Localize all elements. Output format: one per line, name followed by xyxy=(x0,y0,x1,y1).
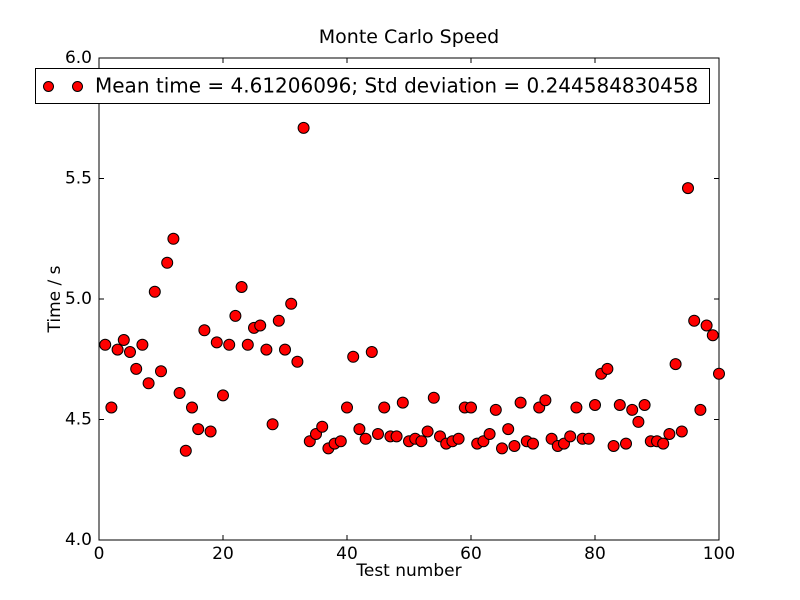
data-point xyxy=(142,377,155,390)
data-point xyxy=(217,389,229,402)
data-point xyxy=(260,343,273,356)
data-point xyxy=(347,350,360,363)
data-point xyxy=(285,297,298,310)
data-point xyxy=(186,401,198,414)
data-point xyxy=(192,423,205,436)
data-point xyxy=(210,336,223,349)
y-axis-label: Time / s xyxy=(45,265,65,333)
data-point xyxy=(341,401,353,414)
data-point xyxy=(353,423,366,436)
data-point xyxy=(316,420,329,433)
data-point xyxy=(607,440,620,452)
legend: Mean time = 4.61206096; Std deviation = … xyxy=(35,68,710,104)
data-point xyxy=(136,338,149,351)
data-point xyxy=(682,182,694,195)
data-point xyxy=(508,440,521,452)
data-point xyxy=(502,423,515,436)
data-point xyxy=(117,334,130,346)
data-point xyxy=(427,391,440,404)
x-axis-label: Test number xyxy=(356,561,462,581)
data-point xyxy=(161,256,174,269)
data-point xyxy=(235,281,248,293)
data-point xyxy=(173,387,186,399)
x-tick-label: 0 xyxy=(94,544,105,564)
data-point xyxy=(638,399,651,411)
data-point xyxy=(105,401,118,414)
data-point xyxy=(204,425,217,438)
data-point xyxy=(272,314,285,327)
data-point xyxy=(148,285,161,298)
data-point xyxy=(483,428,496,440)
data-point xyxy=(229,309,242,322)
data-point xyxy=(589,399,601,411)
data-point xyxy=(564,430,577,443)
data-point xyxy=(713,367,725,380)
data-point xyxy=(613,399,626,411)
data-point xyxy=(155,365,167,378)
data-point xyxy=(700,319,713,332)
data-point xyxy=(111,343,124,356)
data-point xyxy=(601,362,614,375)
data-point xyxy=(496,442,508,455)
data-point xyxy=(539,394,552,407)
data-point xyxy=(452,432,465,445)
data-point xyxy=(198,324,211,337)
data-point xyxy=(130,362,143,375)
x-tick-label: 80 xyxy=(584,544,606,564)
legend-marker-icon xyxy=(43,80,54,92)
data-point xyxy=(359,432,372,445)
x-tick-label: 60 xyxy=(460,544,482,564)
data-point xyxy=(279,343,291,356)
y-tick-label: 6.0 xyxy=(65,48,92,68)
legend-label: Mean time = 4.61206096; Std deviation = … xyxy=(95,73,699,98)
data-point xyxy=(254,319,267,332)
data-point xyxy=(334,435,347,448)
y-tick-label: 5.0 xyxy=(65,289,92,309)
data-point xyxy=(663,428,676,440)
data-point xyxy=(167,232,180,245)
data-point xyxy=(465,401,477,414)
data-point xyxy=(489,403,502,416)
data-point xyxy=(241,338,254,351)
data-point xyxy=(396,396,409,409)
data-point xyxy=(415,435,428,448)
data-point xyxy=(365,346,378,358)
data-point xyxy=(372,428,384,440)
data-point xyxy=(626,403,639,416)
data-point xyxy=(514,396,527,409)
data-point xyxy=(657,437,670,450)
data-point xyxy=(527,437,539,450)
data-point xyxy=(706,329,719,342)
data-point xyxy=(675,425,688,438)
y-tick-label: 4.5 xyxy=(65,410,92,430)
data-point xyxy=(291,355,304,368)
data-point xyxy=(582,432,595,445)
data-point xyxy=(99,338,112,351)
data-point xyxy=(179,444,192,457)
data-point xyxy=(669,358,682,371)
data-point xyxy=(390,430,403,443)
x-tick-label: 40 xyxy=(336,544,358,564)
legend-marker-icon xyxy=(72,80,83,92)
data-point xyxy=(378,401,391,414)
data-point xyxy=(124,346,136,358)
axes-frame xyxy=(98,57,720,541)
data-point xyxy=(223,338,236,351)
y-tick-label: 5.5 xyxy=(65,169,92,189)
data-point xyxy=(620,437,632,450)
data-point xyxy=(570,401,583,414)
data-point xyxy=(297,121,310,134)
data-point xyxy=(266,418,279,431)
data-point xyxy=(421,425,434,438)
x-tick-label: 20 xyxy=(212,544,234,564)
x-tick-label: 100 xyxy=(703,544,735,564)
y-tick-label: 4.0 xyxy=(65,530,92,550)
data-point xyxy=(688,314,701,327)
data-point xyxy=(632,415,645,428)
chart-title: Monte Carlo Speed xyxy=(318,26,500,48)
data-point xyxy=(694,403,707,416)
